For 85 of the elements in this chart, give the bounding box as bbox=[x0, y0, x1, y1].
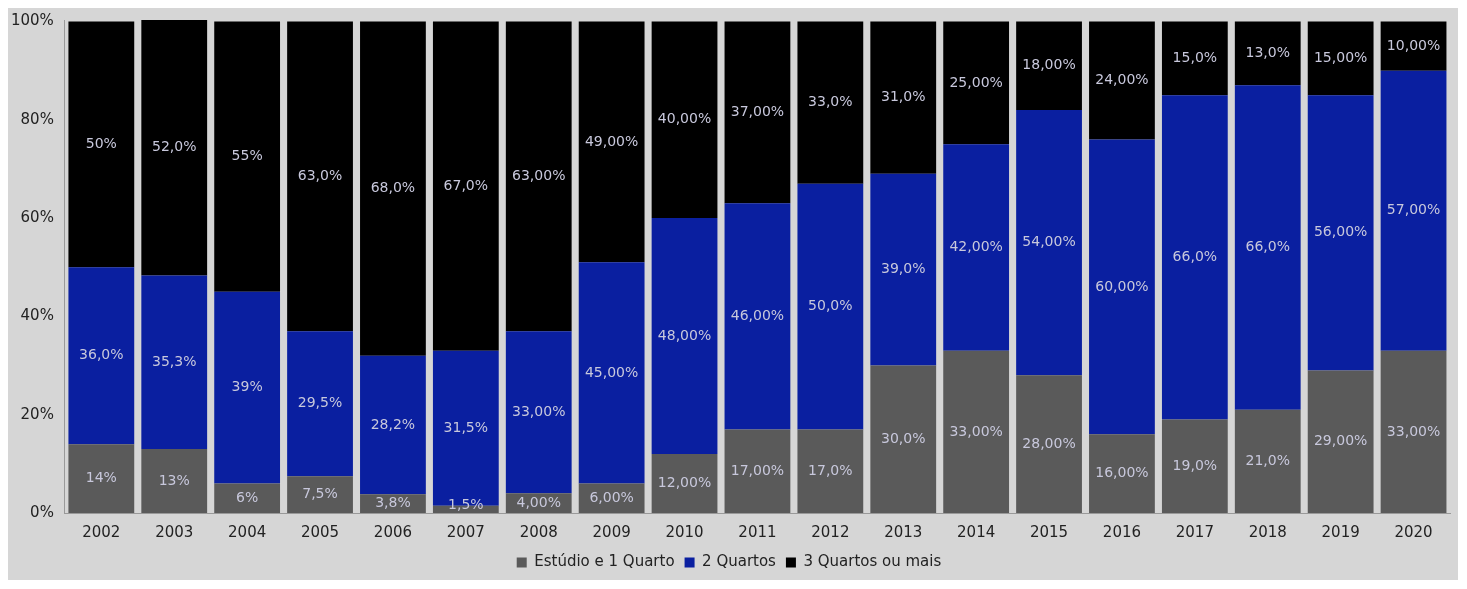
data-label: 57,00% bbox=[1386, 201, 1441, 218]
data-label: 39,0% bbox=[881, 260, 926, 277]
y-tick-label: 60% bbox=[20, 207, 54, 226]
x-tick-label: 2020 bbox=[1394, 522, 1433, 541]
x-tick-label: 2018 bbox=[1248, 522, 1287, 541]
data-label: 17,0% bbox=[808, 461, 853, 478]
data-label: 50,0% bbox=[808, 297, 853, 314]
data-label: 33,0% bbox=[808, 93, 853, 110]
data-label: 66,0% bbox=[1172, 248, 1218, 265]
data-label: 13% bbox=[158, 471, 190, 488]
x-tick-label: 2002 bbox=[82, 522, 121, 541]
x-tick-label: 2013 bbox=[884, 522, 923, 541]
x-tick-label: 2004 bbox=[228, 522, 267, 541]
data-label: 39% bbox=[231, 378, 263, 395]
data-label: 6% bbox=[236, 488, 259, 505]
x-tick-label: 2012 bbox=[811, 522, 850, 541]
data-label: 33,00% bbox=[1386, 422, 1441, 439]
data-label: 7,5% bbox=[302, 485, 338, 502]
data-label: 63,0% bbox=[297, 166, 343, 183]
data-label: 42,00% bbox=[949, 238, 1003, 255]
data-label: 56,00% bbox=[1313, 223, 1368, 240]
data-label: 52,0% bbox=[151, 138, 197, 155]
data-label: 18,00% bbox=[1022, 56, 1076, 73]
data-label: 60,00% bbox=[1095, 277, 1149, 294]
y-tick-label: 20% bbox=[20, 404, 54, 423]
data-label: 21,0% bbox=[1245, 452, 1290, 469]
data-label: 66,0% bbox=[1245, 238, 1290, 255]
legend-label: 3 Quartos ou mais bbox=[803, 552, 942, 571]
data-label: 31,0% bbox=[881, 88, 926, 105]
data-label: 31,5% bbox=[443, 418, 489, 435]
x-tick-label: 2019 bbox=[1321, 522, 1360, 541]
legend-label: 2 Quartos bbox=[702, 552, 777, 571]
data-label: 14% bbox=[85, 469, 117, 486]
x-tick-label: 2015 bbox=[1029, 522, 1069, 541]
data-label: 25,00% bbox=[949, 73, 1003, 90]
data-label: 67,0% bbox=[443, 176, 489, 193]
data-label: 49,00% bbox=[584, 132, 639, 149]
data-label: 12,00% bbox=[657, 474, 712, 491]
x-tick-label: 2009 bbox=[592, 522, 631, 541]
data-label: 50% bbox=[85, 135, 117, 151]
data-label: 3,8% bbox=[375, 494, 411, 511]
y-tick-label: 80% bbox=[20, 109, 54, 128]
data-label: 33,00% bbox=[949, 422, 1003, 439]
data-label: 33,00% bbox=[512, 402, 566, 419]
data-label: 30,0% bbox=[881, 429, 926, 446]
data-label: 4,00% bbox=[516, 493, 561, 510]
data-label: 28,00% bbox=[1022, 434, 1076, 451]
data-label: 45,00% bbox=[584, 363, 639, 380]
x-tick-label: 2008 bbox=[519, 522, 558, 541]
data-label: 54,00% bbox=[1022, 233, 1076, 250]
x-tick-label: 2010 bbox=[665, 522, 704, 541]
data-label: 13,0% bbox=[1245, 44, 1290, 61]
data-label: 19,0% bbox=[1172, 456, 1218, 473]
data-label: 48,00% bbox=[657, 326, 712, 343]
x-tick-label: 2005 bbox=[300, 522, 340, 541]
x-tick-label: 2014 bbox=[957, 522, 996, 541]
data-label: 15,0% bbox=[1172, 48, 1218, 65]
data-label: 15,00% bbox=[1313, 48, 1368, 65]
x-tick-label: 2007 bbox=[446, 522, 485, 541]
x-tick-label: 2011 bbox=[738, 522, 777, 541]
data-label: 10,00% bbox=[1386, 36, 1441, 53]
y-tick-label: 100% bbox=[10, 11, 54, 30]
x-tick-label: 2006 bbox=[373, 522, 413, 541]
data-label: 68,0% bbox=[370, 179, 416, 196]
data-label: 37,00% bbox=[730, 103, 785, 120]
data-label: 29,00% bbox=[1313, 432, 1368, 449]
data-label: 40,00% bbox=[657, 110, 712, 127]
data-label: 55% bbox=[231, 147, 263, 164]
data-label: 1,5% bbox=[448, 495, 484, 512]
data-label: 24,00% bbox=[1095, 71, 1149, 88]
data-label: 17,00% bbox=[730, 461, 785, 478]
data-label: 46,00% bbox=[730, 307, 785, 324]
data-label: 29,5% bbox=[297, 394, 343, 411]
data-label: 28,2% bbox=[370, 415, 416, 432]
legend-label: Estúdio e 1 Quarto bbox=[534, 552, 675, 571]
data-label: 16,00% bbox=[1095, 464, 1149, 481]
y-tick-label: 40% bbox=[20, 306, 54, 325]
data-label: 63,00% bbox=[512, 166, 566, 183]
x-tick-label: 2016 bbox=[1102, 522, 1142, 541]
data-label: 36,0% bbox=[79, 346, 124, 363]
y-tick-label: 0% bbox=[30, 502, 54, 521]
x-tick-label: 2017 bbox=[1175, 522, 1214, 541]
data-label: 35,3% bbox=[151, 352, 197, 369]
data-label: 6,00% bbox=[589, 488, 634, 505]
x-tick-label: 2003 bbox=[155, 522, 194, 541]
